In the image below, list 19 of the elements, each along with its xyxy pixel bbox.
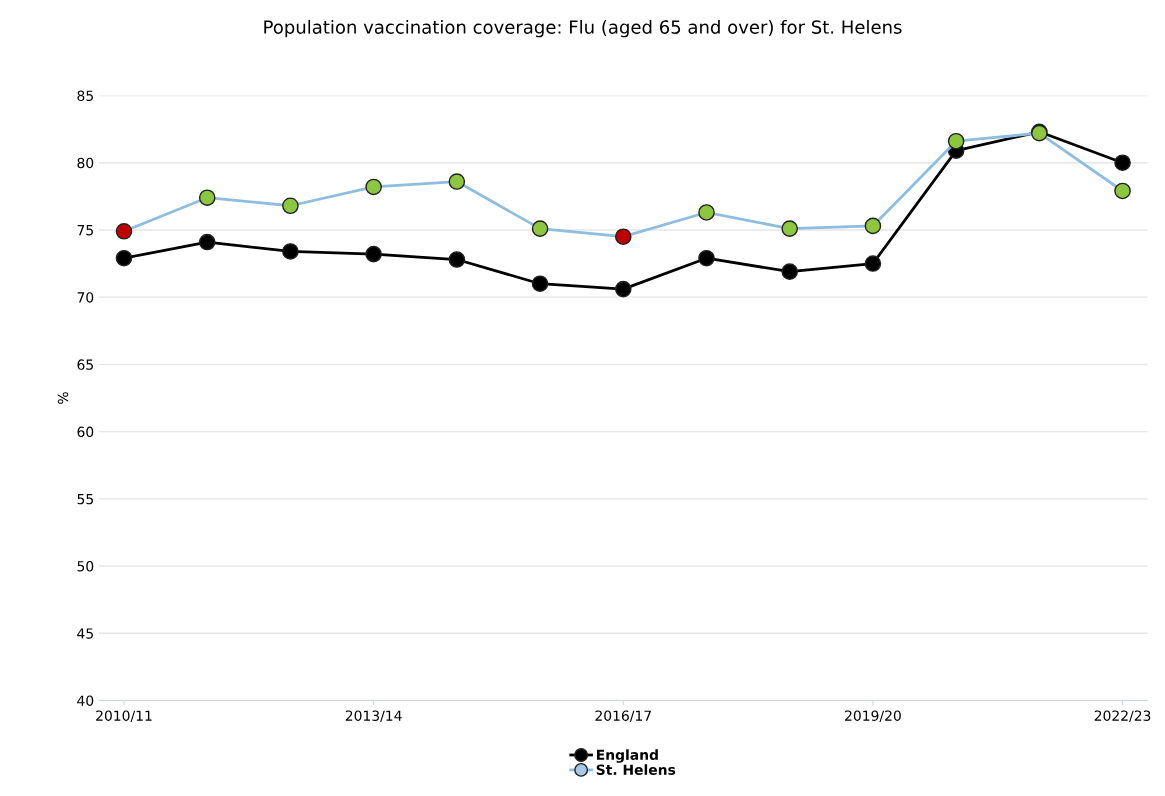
y-tick-label: 70 <box>77 292 94 303</box>
y-tick-label: 45 <box>77 628 93 639</box>
y-tick-label: 40 <box>77 695 94 706</box>
y-tick-label: 65 <box>77 359 93 370</box>
chart-title: Population vaccination coverage: Flu (aged 65 and over) for St. Helens <box>264 19 902 38</box>
y-tick-label: 80 <box>77 157 94 169</box>
y-axis-title: % <box>57 392 69 404</box>
y-tick-label: 75 <box>77 225 93 236</box>
y-tick-label: 60 <box>77 426 94 438</box>
y-tick-label: 55 <box>77 493 93 505</box>
x-tick-label: 2010/11 <box>96 710 152 723</box>
x-tick-label: 2019/20 <box>845 710 901 723</box>
legend-label: St. Helens <box>596 764 676 775</box>
x-tick-label: 2013/14 <box>345 710 402 723</box>
legend-label: England <box>596 749 658 763</box>
y-tick-label: 50 <box>77 561 94 572</box>
x-tick-label: 2016/17 <box>595 710 651 723</box>
y-tick-label: 85 <box>77 90 93 101</box>
x-tick-label: 2022/23 <box>1094 710 1151 723</box>
